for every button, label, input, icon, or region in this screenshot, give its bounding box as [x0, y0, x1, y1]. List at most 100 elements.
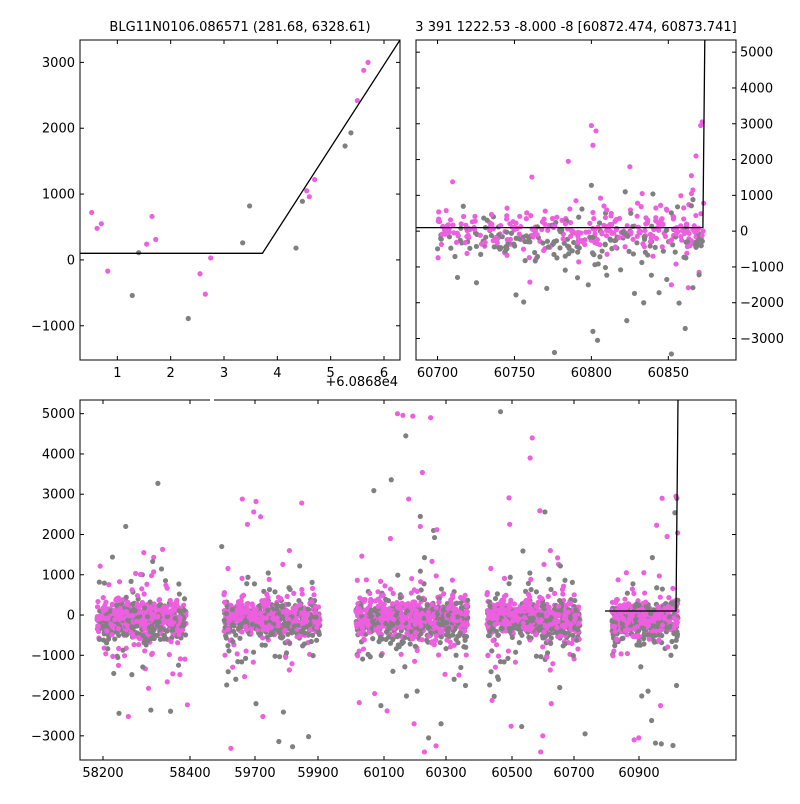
full-point-secondary: [414, 688, 420, 694]
zoom-x-tick-label: 5: [327, 366, 335, 381]
full-point-secondary: [412, 643, 418, 649]
season-marks: [416, 40, 707, 357]
zoom-point-primary: [354, 97, 360, 104]
full-point-primary: [361, 636, 367, 642]
full-point-secondary: [164, 613, 171, 620]
full-point-secondary: [458, 600, 464, 606]
full-point-secondary: [437, 639, 443, 646]
season-point-primary: [634, 233, 640, 239]
full-point-primary: [409, 636, 416, 642]
season-point-secondary: [513, 235, 519, 241]
full-point-primary: [286, 547, 292, 554]
full-point-primary: [142, 648, 148, 654]
full-point-secondary: [237, 635, 243, 641]
season-point-primary: [688, 190, 694, 197]
season-point-primary: [443, 207, 449, 214]
season-point-secondary: [641, 300, 647, 306]
zoom-point-secondary: [299, 198, 305, 204]
full-point-secondary: [462, 682, 469, 689]
full-point-primary: [545, 593, 551, 599]
full-point-primary: [230, 664, 236, 670]
zoom-point-primary: [153, 236, 159, 243]
full-point-secondary: [285, 601, 292, 607]
full-point-primary: [160, 610, 166, 617]
full-point-primary: [645, 622, 652, 629]
zoom-point-primary: [208, 255, 214, 261]
season-point-primary: [565, 158, 571, 164]
full-point-secondary: [489, 648, 495, 654]
season-point-primary: [613, 216, 620, 223]
full-point-primary: [575, 646, 581, 652]
season-point-primary: [655, 220, 661, 226]
season-point-primary: [493, 235, 499, 241]
full-point-primary: [529, 607, 535, 613]
season-title: 3 391 1222.53 -8.000 -8 [60872.474, 6087…: [415, 20, 736, 35]
full-point-primary: [117, 597, 123, 603]
full-point-primary: [462, 592, 468, 598]
season-point-secondary: [590, 328, 596, 334]
full-point-primary: [624, 650, 631, 657]
full-point-secondary: [418, 630, 424, 637]
full-point-primary: [414, 588, 420, 594]
season-point-secondary: [550, 240, 557, 246]
full-point-secondary: [286, 640, 293, 646]
full-frame: [79, 399, 737, 761]
full-point-secondary: [266, 586, 273, 593]
zoom-title: BLG11N0106.086571 (281.68, 6328.61): [109, 20, 370, 35]
full-point-primary: [537, 508, 543, 514]
full-point-primary: [286, 616, 292, 622]
season-point-primary: [542, 208, 548, 214]
full-point-secondary: [383, 629, 390, 635]
full-point-primary: [629, 586, 635, 592]
full-point-secondary: [390, 636, 396, 643]
season-point-secondary: [663, 227, 669, 234]
full-point-secondary: [647, 611, 654, 617]
full-point-secondary: [438, 634, 444, 640]
full-point-secondary: [507, 574, 513, 580]
full-point-primary: [264, 615, 270, 621]
full-point-secondary: [369, 619, 376, 625]
full-point-secondary: [125, 617, 131, 623]
full-point-secondary: [235, 659, 241, 665]
season-point-primary: [634, 213, 640, 219]
full-point-primary: [547, 667, 553, 673]
full-point-secondary: [151, 632, 157, 638]
season-point-primary: [488, 211, 495, 218]
full-point-primary: [184, 702, 191, 708]
full-point-primary: [280, 608, 286, 615]
season-point-primary: [464, 250, 470, 257]
season-point-secondary: [668, 210, 674, 216]
full-point-primary: [650, 615, 657, 622]
full-point-primary: [659, 622, 666, 628]
season-point-secondary: [551, 349, 558, 356]
season-point-primary: [567, 220, 574, 226]
full-point-primary: [433, 633, 440, 639]
full-point-primary: [613, 599, 619, 606]
zoom-point-primary: [94, 225, 100, 231]
full-point-primary: [284, 593, 290, 599]
full-point-secondary: [651, 639, 658, 645]
full-point-secondary: [425, 735, 432, 741]
full-point-secondary: [559, 628, 565, 635]
full-point-secondary: [132, 608, 138, 614]
full-point-primary: [259, 598, 265, 604]
full-point-primary: [567, 600, 573, 606]
full-point-secondary: [547, 617, 553, 623]
full-point-secondary: [389, 622, 396, 628]
full-x-tick-label: 60100: [363, 766, 404, 781]
full-point-secondary: [513, 649, 519, 655]
full-point-primary: [164, 585, 170, 591]
season-point-primary: [698, 211, 704, 217]
full-point-secondary: [649, 717, 655, 724]
full-point-primary: [512, 659, 519, 665]
season-point-secondary: [544, 285, 550, 292]
season-point-primary: [436, 216, 442, 222]
season-point-primary: [545, 227, 551, 233]
full-point-primary: [116, 645, 122, 652]
season-point-primary: [517, 213, 523, 219]
full-point-primary: [112, 607, 118, 613]
full-point-primary: [414, 647, 420, 654]
season-point-secondary: [664, 276, 670, 283]
full-point-primary: [463, 652, 469, 658]
